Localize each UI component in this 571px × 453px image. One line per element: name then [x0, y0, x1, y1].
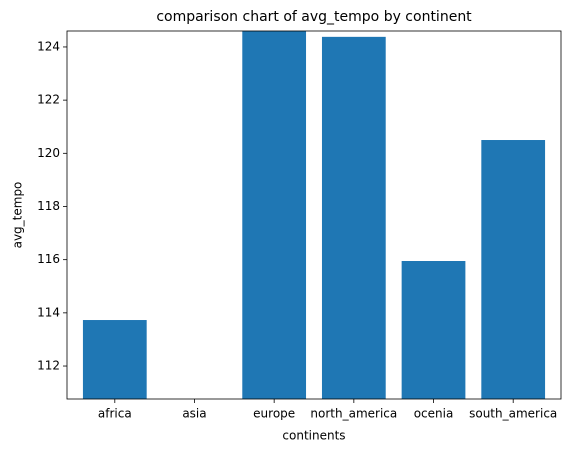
y-tick-label: 118 — [37, 199, 60, 213]
bar — [481, 140, 546, 399]
bar — [321, 36, 386, 399]
y-tick-label: 112 — [37, 359, 60, 373]
bar — [242, 31, 307, 399]
y-tick-label: 114 — [37, 305, 60, 319]
y-tick-label: 116 — [37, 252, 60, 266]
x-tick-label: europe — [253, 407, 295, 421]
bar — [401, 261, 466, 399]
plot-area — [82, 31, 546, 399]
x-tick-label: north_america — [310, 407, 397, 421]
x-axis-label: continents — [282, 429, 345, 443]
y-tick-label: 124 — [37, 39, 60, 53]
y-axis-label: avg_tempo — [11, 182, 25, 249]
y-tick-label: 120 — [37, 146, 60, 160]
y-tick-label: 122 — [37, 93, 60, 107]
x-tick-label: africa — [98, 407, 132, 421]
x-tick-label: asia — [182, 407, 206, 421]
bar — [82, 320, 147, 399]
chart-title: comparison chart of avg_tempo by contine… — [156, 9, 472, 25]
x-tick-label: south_america — [469, 407, 557, 421]
x-tick-label: ocenia — [414, 407, 454, 421]
axes-frame — [66, 30, 562, 400]
